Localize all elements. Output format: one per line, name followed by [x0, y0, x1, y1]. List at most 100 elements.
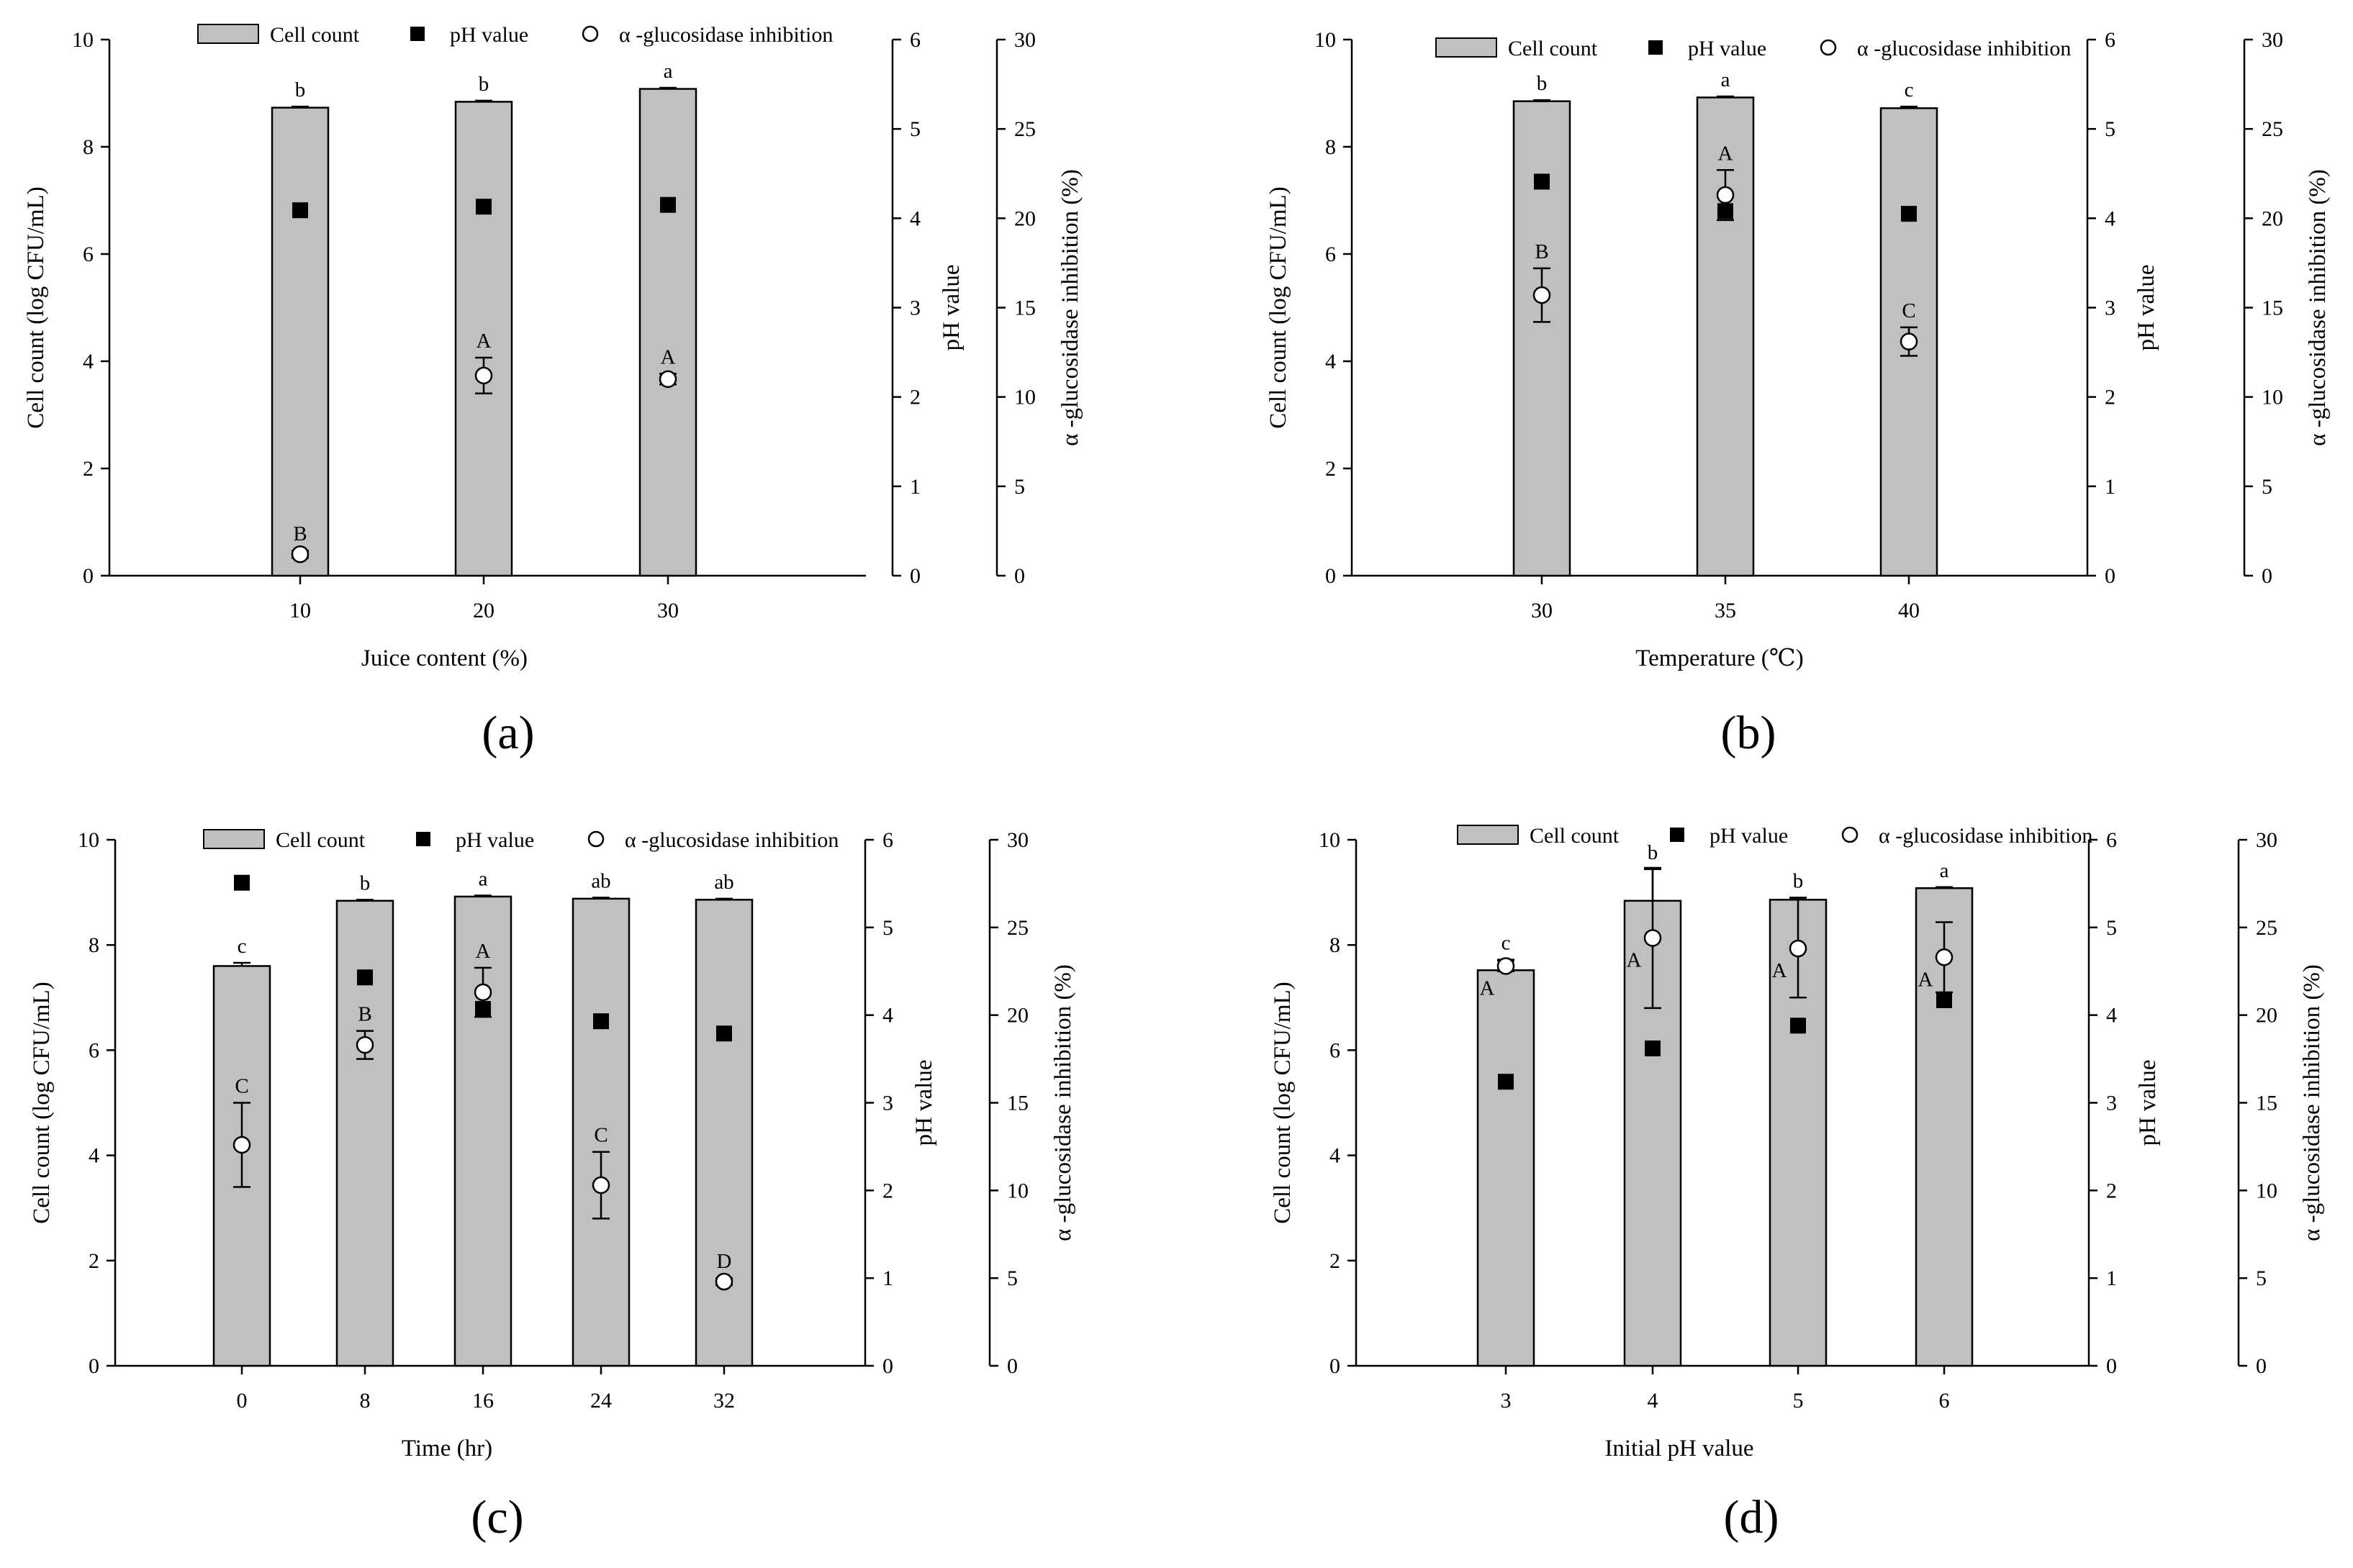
legend-bar-swatch	[1435, 37, 1497, 58]
left-tick-label: 10	[72, 28, 94, 52]
inhibition-significance-label: C	[1902, 299, 1915, 322]
x-axis-title: Temperature (℃)	[1635, 645, 1803, 671]
legend-bar-swatch	[203, 829, 265, 849]
x-tick-label: 0	[237, 1389, 248, 1413]
legend-bar-label: Cell count	[276, 828, 366, 852]
ph-tick-label: 4	[910, 207, 921, 230]
x-tick-label: 30	[657, 599, 679, 622]
ph-tick-label: 4	[2105, 207, 2115, 230]
cell-count-significance-label: b	[1648, 841, 1658, 864]
inhibition-tick-label: 20	[2256, 1004, 2277, 1028]
inhibition-marker	[474, 366, 493, 385]
ph-tick-label: 6	[910, 28, 921, 52]
x-tick-label: 20	[473, 599, 494, 622]
panel-label: (b)	[1721, 707, 1776, 759]
inhibition-tick-label: 10	[1007, 1179, 1029, 1202]
inhibition-tick-label: 10	[2262, 386, 2283, 409]
inhibition-marker	[1789, 939, 1807, 958]
x-axis-title: Time (hr)	[402, 1436, 492, 1461]
ph-tick-label: 0	[2105, 564, 2115, 588]
cell-count-significance-label: b	[1793, 869, 1804, 892]
cell-count-significance-label: b	[479, 73, 489, 96]
left-axis-title: Cell count (log CFU/mL)	[1270, 982, 1296, 1223]
ph-tick-label: 2	[2105, 386, 2115, 409]
inhibition-tick-label: 0	[2256, 1354, 2267, 1378]
legend-ph-label: pH value	[1688, 37, 1766, 60]
legend-inhibition-label: α -glucosidase inhibition	[1879, 824, 2092, 848]
cell-count-bar	[1623, 899, 1682, 1367]
ph-tick-label: 5	[910, 117, 921, 141]
inhibition-axis-title: α -glucosidase inhibition (%)	[1050, 964, 1076, 1241]
inhibition-significance-label: D	[717, 1250, 732, 1273]
inhibition-tick-label: 0	[2262, 564, 2272, 588]
cell-count-significance-label: c	[1501, 932, 1511, 955]
left-tick-label: 0	[1329, 1354, 1340, 1378]
ph-value-marker	[292, 202, 308, 219]
inhibition-significance-label: A	[1718, 142, 1733, 165]
cell-count-significance-label: c	[1905, 78, 1914, 101]
x-tick-label: 30	[1531, 599, 1553, 622]
inhibition-marker	[1935, 948, 1954, 966]
x-tick-label: 35	[1715, 599, 1736, 622]
inhibition-marker	[715, 1272, 733, 1291]
inhibition-significance-label: A	[1918, 968, 1933, 991]
ph-value-marker	[1901, 206, 1917, 222]
inhibition-tick-label: 30	[1007, 828, 1029, 852]
inhibition-tick-label: 25	[1007, 916, 1029, 940]
x-tick-label: 3	[1501, 1389, 1512, 1413]
x-axis-title: Initial pH value	[1604, 1436, 1753, 1461]
inhibition-significance-label: A	[1772, 959, 1787, 982]
ph-value-marker	[716, 1025, 732, 1042]
left-tick-label: 6	[83, 243, 94, 266]
inhibition-tick-label: 15	[2262, 296, 2283, 320]
ph-tick-label: 5	[2105, 117, 2115, 141]
left-tick-label: 0	[83, 564, 94, 588]
x-tick-label: 6	[1939, 1389, 1950, 1413]
left-tick-label: 2	[89, 1249, 99, 1273]
left-tick-label: 0	[1325, 564, 1336, 588]
cell-count-significance-label: a	[1940, 859, 1949, 882]
legend-bar-label: Cell count	[1530, 824, 1620, 848]
inhibition-axis-title: α -glucosidase inhibition (%)	[2299, 964, 2325, 1241]
inhibition-tick-label: 25	[2262, 117, 2283, 141]
ph-value-marker	[476, 199, 492, 215]
inhibition-tick-label: 30	[2262, 28, 2283, 52]
left-tick-label: 6	[1329, 1038, 1340, 1062]
inhibition-tick-label: 15	[2256, 1092, 2277, 1115]
cell-count-significance-label: ab	[714, 871, 733, 894]
left-tick-label: 4	[83, 350, 94, 373]
left-tick-label: 6	[89, 1038, 99, 1062]
inhibition-tick-label: 0	[1014, 564, 1025, 588]
left-axis-title: Cell count (log CFU/mL)	[1265, 186, 1291, 428]
cell-count-significance-label: a	[664, 60, 673, 83]
ph-tick-label: 1	[882, 1266, 893, 1290]
left-axis-title: Cell count (log CFU/mL)	[29, 982, 55, 1223]
inhibition-tick-label: 10	[1014, 386, 1036, 409]
legend-inhibition-swatch	[1820, 39, 1837, 56]
inhibition-significance-label: C	[235, 1075, 248, 1098]
cell-count-bar	[695, 899, 754, 1367]
x-tick-label: 5	[1793, 1389, 1804, 1413]
cell-count-bar	[212, 965, 271, 1367]
legend-ph-swatch	[416, 832, 430, 846]
inhibition-tick-label: 10	[2256, 1179, 2277, 1202]
ph-tick-label: 2	[2106, 1179, 2117, 1202]
panel-d: 0 2 4 6 8 10 0 1 2 3 4 5 6 0 5 10 15 20 25 30 3 4 5 6 Initial pH…	[1270, 824, 2325, 1544]
legend: Cell count pH value α -glucosidase inhibit…	[197, 23, 833, 47]
ph-tick-label: 1	[2105, 475, 2115, 499]
inhibition-marker	[1716, 186, 1735, 204]
cell-count-bar	[638, 88, 697, 577]
ph-value-marker	[660, 196, 676, 213]
inhibition-significance-label: C	[594, 1124, 608, 1147]
inhibition-marker	[291, 545, 310, 563]
inhibition-tick-label: 20	[1014, 207, 1036, 230]
x-tick-label: 8	[360, 1389, 371, 1413]
legend-bar-swatch	[1457, 825, 1519, 845]
legend: Cell count pH value α -glucosidase inhibit…	[1435, 37, 2071, 60]
legend-ph-swatch	[410, 27, 425, 41]
ph-tick-label: 0	[882, 1354, 893, 1378]
ph-value-marker	[1936, 992, 1952, 1008]
inhibition-significance-label: A	[476, 940, 491, 963]
